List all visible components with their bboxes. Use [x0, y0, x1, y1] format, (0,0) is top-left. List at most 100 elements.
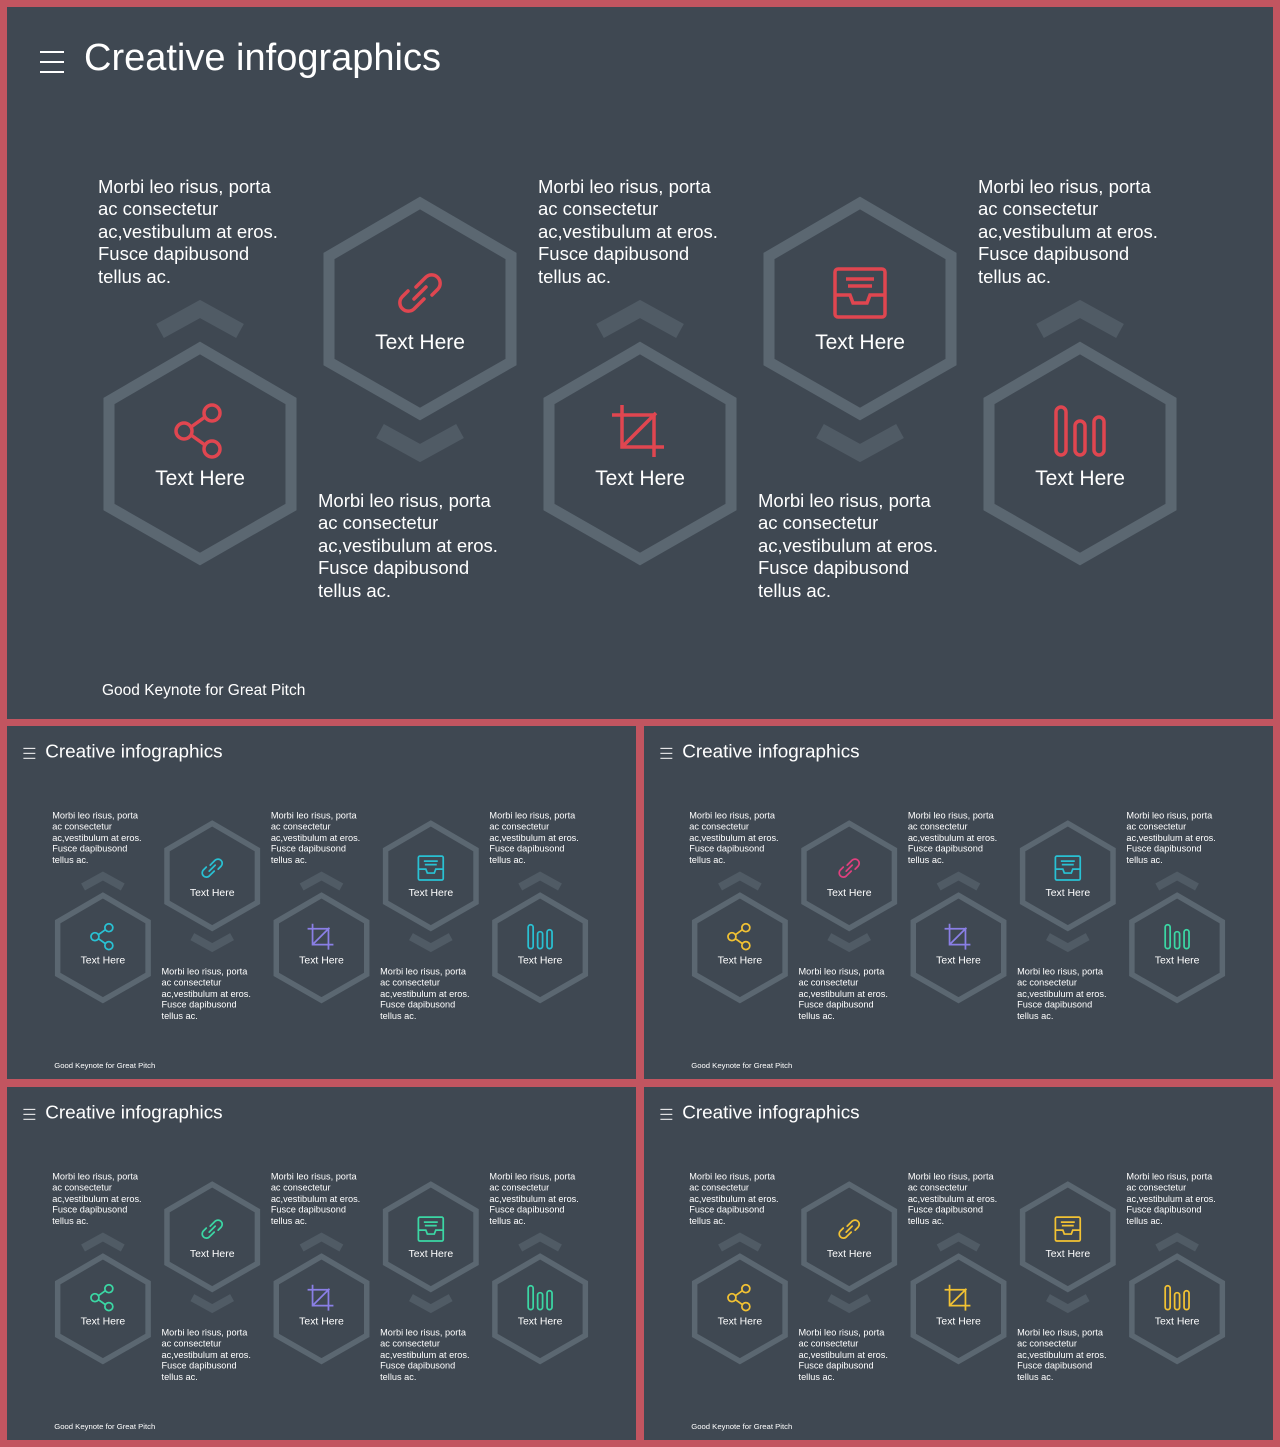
chevron-down-icon — [409, 933, 453, 953]
chevron-down-icon — [376, 423, 464, 463]
hexagon-label: Text Here — [826, 886, 872, 899]
hexagon-label: Text Here — [189, 886, 235, 899]
hamburger-menu-icon[interactable] — [23, 1108, 36, 1121]
bar-chart-icon — [1162, 922, 1192, 952]
hexagon-outline — [910, 1253, 1007, 1365]
description-text: Morbi leo risus, porta ac consectetur ac… — [689, 1170, 779, 1226]
chevron-down-icon — [190, 1294, 234, 1314]
hexagon-outline — [691, 892, 788, 1004]
chevron-down-icon — [1046, 1294, 1090, 1314]
hexagon-label: Text Here — [80, 954, 126, 966]
link-icon — [834, 1214, 864, 1244]
chevron-up-icon — [1036, 299, 1124, 339]
infographic-shapes — [691, 1181, 1226, 1365]
hexagon-label: Text Here — [936, 954, 981, 966]
bar-chart-icon — [1050, 401, 1110, 461]
hexagon-outline — [273, 892, 370, 1004]
chevron-up-icon — [81, 871, 125, 891]
description-text: Morbi leo risus, porta ac consectetur ac… — [161, 1326, 251, 1382]
description-text: Morbi leo risus, porta ac consectetur ac… — [689, 809, 779, 865]
description-text: Morbi leo risus, porta ac consectetur ac… — [978, 176, 1158, 287]
hexagon-outline — [382, 1181, 479, 1293]
slide-footer: Good Keynote for Great Pitch — [691, 1422, 793, 1431]
bar-chart-icon — [525, 1283, 555, 1313]
hexagon-label: Text Here — [595, 467, 685, 490]
hamburger-menu-icon[interactable] — [660, 1108, 673, 1121]
slide-title: Creative infographics — [45, 740, 223, 762]
crop-icon — [943, 922, 973, 952]
slide-footer: Good Keynote for Great Pitch — [691, 1061, 793, 1070]
chevron-up-icon — [718, 1232, 762, 1252]
description-text: Morbi leo risus, porta ac consectetur ac… — [270, 809, 361, 865]
chevron-up-icon — [156, 299, 244, 339]
hexagon-outline — [492, 892, 589, 1004]
chevron-up-icon — [936, 871, 981, 891]
description-text: Morbi leo risus, porta ac consectetur ac… — [318, 490, 498, 601]
link-icon — [197, 853, 227, 883]
hexagon-outline — [164, 820, 261, 932]
description-text: Morbi leo risus, porta ac consectetur ac… — [798, 965, 888, 1021]
slide-footer: Good Keynote for Great Pitch — [54, 1422, 156, 1431]
link-icon — [834, 853, 864, 883]
description-text: Morbi leo risus, porta ac consectetur ac… — [907, 1170, 998, 1226]
slide-title: Creative infographics — [84, 37, 441, 79]
hexagon-label: Text Here — [1154, 954, 1200, 966]
hexagon-label: Text Here — [155, 467, 245, 490]
slide-thumbnail[interactable]: Creative infographics Morbi leo risus, p… — [7, 726, 636, 1079]
crop-icon — [306, 1283, 336, 1313]
description-text: Morbi leo risus, porta ac consectetur ac… — [489, 809, 579, 865]
description-text: Morbi leo risus, porta ac consectetur ac… — [538, 176, 718, 287]
hexagon-outline — [691, 1253, 788, 1365]
hexagon-label: Text Here — [717, 1315, 763, 1327]
chevron-up-icon — [936, 1232, 981, 1252]
hexagon-outline — [801, 1181, 898, 1293]
chevron-up-icon — [596, 299, 684, 339]
slide-content: Creative infographics Morbi leo risus, p… — [644, 726, 1273, 1079]
crop-icon — [608, 401, 668, 461]
hexagon-label: Text Here — [375, 331, 465, 354]
infographic-shapes — [691, 820, 1226, 1004]
hexagon-label: Text Here — [1045, 1247, 1091, 1260]
chevron-down-icon — [190, 933, 234, 953]
chevron-up-icon — [518, 871, 562, 891]
hamburger-menu-icon[interactable] — [40, 51, 64, 75]
hamburger-menu-icon[interactable] — [23, 747, 36, 760]
hexagon-label: Text Here — [1154, 1315, 1200, 1327]
hexagon-label: Text Here — [408, 1247, 454, 1260]
chevron-down-icon — [827, 1294, 871, 1314]
description-text: Morbi leo risus, porta ac consectetur ac… — [98, 176, 278, 287]
slide-content: Creative infographics Morbi leo risus, p… — [644, 1087, 1273, 1440]
slide-thumbnail[interactable]: Creative infographics Morbi leo risus, p… — [7, 1087, 636, 1440]
hexagon-outline — [983, 341, 1177, 566]
hexagon-outline — [1019, 820, 1116, 932]
hexagon-outline — [164, 1181, 261, 1293]
inbox-icon — [1053, 1214, 1083, 1244]
slide-thumbnail[interactable]: Creative infographics Morbi leo risus, p… — [644, 1087, 1273, 1440]
slide-footer: Good Keynote for Great Pitch — [54, 1061, 156, 1070]
description-text: Morbi leo risus, porta ac consectetur ac… — [380, 1326, 470, 1382]
description-text: Morbi leo risus, porta ac consectetur ac… — [52, 809, 142, 865]
hexagon-outline — [763, 196, 957, 421]
description-text: Morbi leo risus, porta ac consectetur ac… — [1017, 965, 1107, 1021]
description-text: Morbi leo risus, porta ac consectetur ac… — [270, 1170, 361, 1226]
hexagon-label: Text Here — [717, 954, 763, 966]
description-text: Morbi leo risus, porta ac consectetur ac… — [1126, 1170, 1216, 1226]
slide-thumbnail[interactable]: Creative infographics Morbi leo risus, p… — [644, 726, 1273, 1079]
hexagon-outline — [492, 1253, 589, 1365]
crop-icon — [306, 922, 336, 952]
description-text: Morbi leo risus, porta ac consectetur ac… — [1017, 1326, 1107, 1382]
chevron-up-icon — [299, 871, 344, 891]
hamburger-menu-icon[interactable] — [660, 747, 673, 760]
hexagon-label: Text Here — [517, 1315, 563, 1327]
hexagon-outline — [273, 1253, 370, 1365]
chevron-down-icon — [1046, 933, 1090, 953]
bar-chart-icon — [1162, 1283, 1192, 1313]
chevron-up-icon — [1155, 871, 1199, 891]
hexagon-label: Text Here — [826, 1247, 872, 1260]
hexagon-outline — [1129, 892, 1226, 1004]
inbox-icon — [416, 1214, 446, 1244]
hexagon-outline — [1129, 1253, 1226, 1365]
share-icon — [725, 922, 755, 952]
hexagon-outline — [910, 892, 1007, 1004]
hexagon-outline — [382, 820, 479, 932]
